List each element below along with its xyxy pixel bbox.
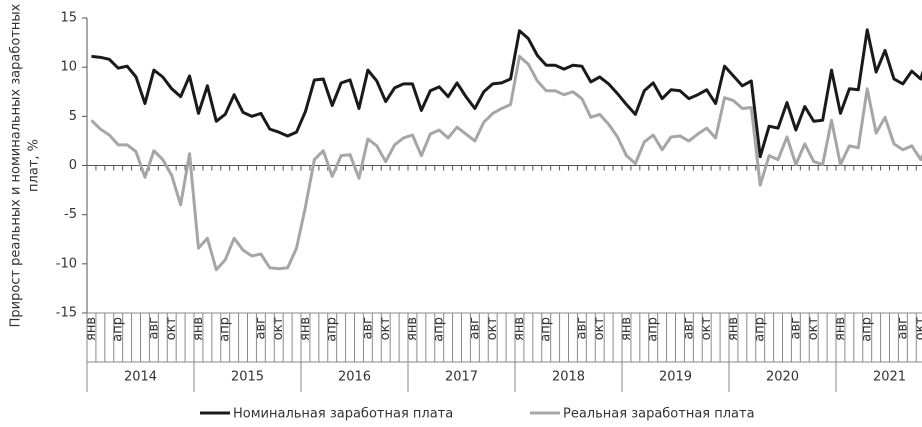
year-label: 2016 xyxy=(338,370,371,385)
x-tick-label: окт xyxy=(806,317,821,341)
x-tick-label: янв xyxy=(512,317,527,341)
x-tick-label: авг xyxy=(360,317,375,340)
x-tick-label: апр xyxy=(860,317,875,342)
line-series xyxy=(90,54,922,272)
x-tick-label: янв xyxy=(191,317,206,341)
x-tick-label: авг xyxy=(574,317,589,340)
x-tick-label: окт xyxy=(485,317,500,341)
year-label: 2020 xyxy=(766,370,799,385)
x-tick-label: апр xyxy=(646,317,661,342)
year-label: 2014 xyxy=(124,370,157,385)
legend-label: Реальная заработная плата xyxy=(563,407,755,422)
x-tick-label: янв xyxy=(298,317,313,341)
x-tick-label: янв xyxy=(405,317,420,341)
year-label: 2018 xyxy=(552,370,585,385)
x-tick-label: авг xyxy=(146,317,161,340)
y-tick-label: -10 xyxy=(56,256,77,271)
x-tick-label: окт xyxy=(378,317,393,341)
y-tick-label: 10 xyxy=(60,60,77,75)
x-tick-label: авг xyxy=(895,317,910,340)
y-tick-label: 15 xyxy=(60,11,77,26)
y-tick-label: -5 xyxy=(64,207,77,222)
line-series xyxy=(91,28,922,159)
x-tick-label: апр xyxy=(111,317,126,342)
x-tick-label: окт xyxy=(271,317,286,341)
y-axis-label: плат, % xyxy=(27,139,42,192)
x-tick-label: авг xyxy=(467,317,482,340)
x-tick-label: окт xyxy=(699,317,714,341)
x-tick-label: янв xyxy=(726,317,741,341)
y-axis-label: Прирост реальных и номинальных заработны… xyxy=(9,3,24,327)
x-tick-label: апр xyxy=(539,317,554,342)
year-label: 2015 xyxy=(231,370,264,385)
y-tick-label: 5 xyxy=(69,109,77,124)
x-tick-label: окт xyxy=(913,317,922,341)
x-tick-label: авг xyxy=(253,317,268,340)
x-tick-label: окт xyxy=(592,317,607,341)
x-tick-label: апр xyxy=(753,317,768,342)
year-label: 2017 xyxy=(445,370,478,385)
x-tick-label: окт xyxy=(164,317,179,341)
x-tick-label: янв xyxy=(619,317,634,341)
y-tick-label: 0 xyxy=(69,158,77,173)
year-label: 2021 xyxy=(873,370,906,385)
x-tick-label: апр xyxy=(325,317,340,342)
x-tick-label: авг xyxy=(788,317,803,340)
year-label: 2019 xyxy=(659,370,692,385)
x-tick-label: янв xyxy=(833,317,848,341)
legend-label: Номинальная заработная плата xyxy=(233,407,453,422)
x-tick-label: апр xyxy=(218,317,233,342)
x-tick-label: апр xyxy=(432,317,447,342)
x-tick-label: янв xyxy=(84,317,99,341)
y-tick-label: -15 xyxy=(56,306,77,321)
x-tick-label: авг xyxy=(681,317,696,340)
